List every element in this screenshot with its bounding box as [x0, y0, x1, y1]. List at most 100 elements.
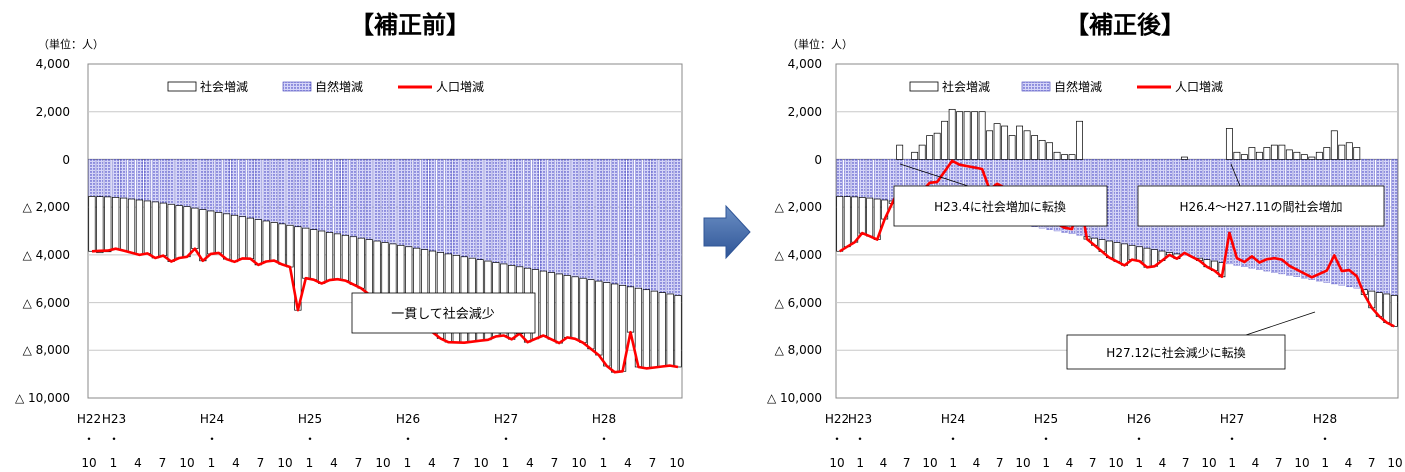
bar-natural: [516, 159, 524, 267]
bar-social: [1181, 156, 1188, 160]
month-label: 10: [81, 456, 96, 470]
month-label: 1: [1042, 456, 1050, 470]
bar-natural: [286, 159, 294, 226]
bar-social: [135, 199, 144, 256]
bar-social: [595, 280, 603, 356]
bar-social: [948, 108, 956, 160]
bar-natural: [302, 159, 310, 229]
month-label: 1: [600, 456, 608, 470]
annotation-constant-decline: 一貫して社会減少: [351, 292, 536, 334]
month-label: 1: [1321, 456, 1329, 470]
x-axis: H22 H23 H24 H25 H26 H27 H28 ・ ・ ・ ・ ・ ・ …: [825, 412, 1403, 470]
bar-natural: [104, 159, 112, 198]
bar-natural: [175, 159, 183, 206]
month-label: 1: [110, 456, 118, 470]
bar-natural: [405, 159, 413, 247]
bar-natural: [444, 159, 452, 255]
bar-social: [978, 111, 986, 160]
bar-social: [112, 197, 120, 250]
bar-social: [851, 196, 859, 243]
bar-social: [143, 200, 151, 254]
annotation-leader: [1230, 163, 1241, 187]
y-axis: 4,000 2,000 0 △ 2,000 △ 4,000 △ 6,000 △ …: [767, 57, 822, 405]
month-label: 4: [526, 456, 534, 470]
bar-natural: [365, 159, 373, 240]
y-tick-label: 4,000: [788, 57, 822, 71]
bar-natural: [437, 159, 444, 253]
bar-natural: [859, 159, 866, 198]
year-label: H27: [494, 412, 518, 426]
bar-social: [357, 237, 365, 289]
bar-social: [1076, 120, 1083, 160]
year-dot: ・: [1040, 432, 1052, 446]
bar-social: [88, 196, 96, 252]
y-tick-label: 0: [62, 153, 70, 167]
year-label: H26: [396, 412, 420, 426]
y-tick-label: △ 4,000: [775, 248, 822, 262]
bar-natural: [223, 159, 230, 214]
bar-social: [230, 214, 239, 263]
bar-social: [1225, 128, 1233, 160]
month-label: 10: [1201, 456, 1216, 470]
bar-social: [674, 295, 682, 368]
legend-label-social: 社会増減: [942, 79, 990, 94]
month-label: 7: [1368, 456, 1376, 470]
annotation-box: [893, 185, 1108, 227]
annotation-box: [351, 292, 536, 334]
year-dot: ・: [83, 432, 95, 446]
bar-social: [933, 132, 941, 160]
annotation-leader: [899, 163, 969, 187]
bar-natural: [136, 159, 143, 201]
bar-natural: [270, 159, 278, 223]
bar-natural: [603, 159, 611, 283]
bar-social: [1233, 151, 1241, 160]
bar-natural: [866, 159, 873, 199]
annotation-text: 一貫して社会減少: [391, 306, 495, 322]
year-label: H22: [825, 412, 849, 426]
bar-natural: [468, 159, 476, 259]
bar-natural: [231, 159, 238, 216]
bar-social: [1278, 144, 1286, 160]
arrow-shape: [703, 204, 751, 260]
annotation-h26-h27-increase: H26.4～H27.11の間社会増加: [1137, 163, 1385, 227]
bar-social: [333, 233, 342, 280]
month-label: 10: [179, 456, 194, 470]
year-dot: ・: [304, 432, 316, 446]
transition-arrow: [703, 204, 751, 260]
y-tick-label: △ 2,000: [23, 200, 70, 214]
bar-social: [1023, 130, 1031, 160]
bar-natural: [207, 159, 215, 212]
month-label: 7: [1182, 456, 1190, 470]
bar-social: [310, 229, 318, 281]
bar-natural: [342, 159, 349, 236]
bar-social: [986, 130, 994, 160]
bar-social: [1053, 151, 1061, 160]
bar-social: [120, 197, 128, 251]
y-tick-label: △ 4,000: [23, 248, 70, 262]
bar-natural: [96, 159, 104, 197]
bar-social: [1128, 244, 1136, 260]
bar-natural: [571, 159, 579, 277]
month-label: 7: [551, 456, 559, 470]
bar-social: [104, 196, 112, 253]
bar-natural: [1383, 159, 1390, 295]
bar-social: [349, 236, 357, 285]
bar-natural: [144, 159, 151, 202]
bar-social: [302, 227, 310, 279]
year-dot: ・: [206, 432, 218, 446]
legend-swatch-social: [909, 81, 939, 92]
y-tick-label: 2,000: [36, 105, 70, 119]
bar-social: [270, 222, 278, 261]
bar-natural: [555, 159, 563, 275]
month-label: 4: [880, 456, 888, 470]
year-label: H24: [941, 412, 965, 426]
bar-social: [151, 201, 159, 259]
year-dot: ・: [108, 432, 120, 446]
legend-swatch-natural: [1021, 81, 1051, 92]
chart-before: 【補正前】 （単位：人） 4,000 2,000 0 △ 2,000 △ 4,0…: [15, 11, 685, 470]
bar-natural: [191, 159, 199, 209]
bar-social: [658, 292, 666, 367]
month-label: 10: [473, 456, 488, 470]
month-label: 1: [306, 456, 314, 470]
month-label: 10: [1294, 456, 1309, 470]
